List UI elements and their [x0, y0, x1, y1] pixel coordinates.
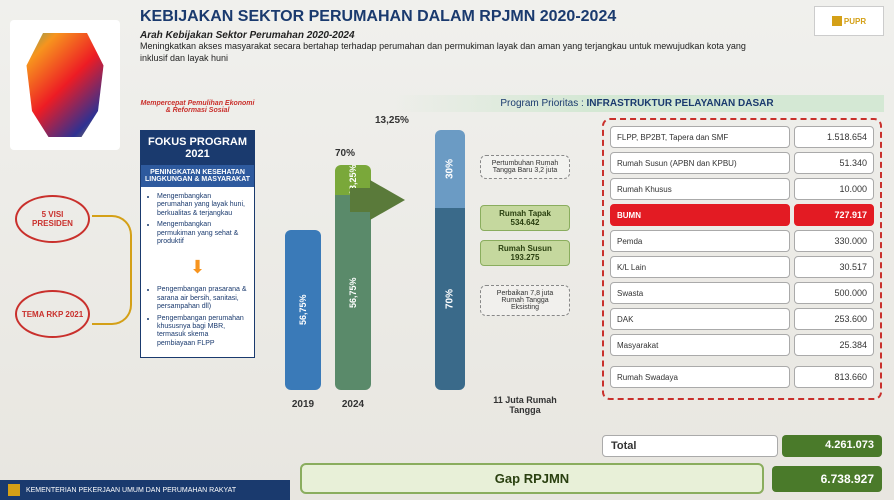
vbar-split: 30% 70% [435, 130, 465, 390]
box-rumah-tapak: Rumah Tapak534.642 [480, 205, 570, 231]
total-row: Total 4.261.073 [602, 435, 882, 457]
table-cell-value: 500.000 [794, 282, 874, 304]
table-row: DAK253.600 [610, 308, 874, 330]
table-cell-label: Pemda [610, 230, 790, 252]
gap-row: Gap RPJMN 6.738.927 [300, 463, 882, 494]
box-pertumbuhan: Pertumbuhan Rumah Tangga Baru 3,2 juta [480, 155, 570, 179]
vbar-bot: 70% [435, 208, 465, 390]
table-cell-label: Masyarakat [610, 334, 790, 356]
president-portrait [10, 20, 120, 150]
table-cell-value: 1.518.654 [794, 126, 874, 148]
table-row: K/L Lain30.517 [610, 256, 874, 278]
table-cell-value: 51.340 [794, 152, 874, 174]
table-cell-label: FLPP, BP2BT, Tapera dan SMF [610, 126, 790, 148]
table-cell-label: K/L Lain [610, 256, 790, 278]
box-perbaikan: Perbaikan 7,8 juta Rumah Tangga Eksistin… [480, 285, 570, 316]
table-row: Pemda330.000 [610, 230, 874, 252]
table-cell-label: Rumah Khusus [610, 178, 790, 200]
vbar-top: 30% [435, 130, 465, 208]
table-cell-value: 30.517 [794, 256, 874, 278]
total-value: 4.261.073 [782, 435, 882, 457]
header: KEBIJAKAN SEKTOR PERUMAHAN DALAM RPJMN 2… [0, 0, 894, 68]
table-row: Rumah Swadaya813.660 [610, 366, 874, 388]
gap-value: 6.738.927 [772, 466, 882, 492]
table-cell-value: 10.000 [794, 178, 874, 200]
pupr-logo: PUPR [814, 6, 884, 36]
gap-label: Gap RPJMN [300, 463, 764, 494]
bar-2019: 56,75% [285, 230, 321, 390]
bar-2019-seg: 56,75% [285, 230, 321, 390]
table-cell-label: Swasta [610, 282, 790, 304]
oval-tema-rkp: TEMA RKP 2021 [15, 290, 90, 338]
fokus-list-2: Pengembangan prasarana & sarana air bers… [141, 280, 254, 357]
table-row: Rumah Susun (APBN dan KPBU)51.340 [610, 152, 874, 174]
table-row: FLPP, BP2BT, Tapera dan SMF1.518.654 [610, 126, 874, 148]
fokus-caption: Mempercepat Pemulihan Ekonomi & Reformas… [140, 100, 255, 114]
table-cell-label: DAK [610, 308, 790, 330]
fokus-list-1: Mengembangkan perumahan yang layak huni,… [141, 187, 254, 255]
fokus-subtitle: PENINGKATAN KESEHATAN LINGKUNGAN & MASYA… [141, 165, 254, 187]
table-row: Swasta500.000 [610, 282, 874, 304]
bar-2019-label: 2019 [285, 399, 321, 410]
label-11-juta: 11 Juta Rumah Tangga [480, 395, 570, 415]
fokus-program-box: FOKUS PROGRAM 2021 PENINGKATAN KESEHATAN… [140, 130, 255, 358]
table-cell-value: 727.917 [794, 204, 874, 226]
down-arrow-icon: ⬇ [141, 255, 254, 280]
big-arrow-icon [370, 180, 405, 220]
data-table: FLPP, BP2BT, Tapera dan SMF1.518.654Ruma… [602, 118, 882, 400]
table-row: Rumah Khusus10.000 [610, 178, 874, 200]
program-prioritas-banner: Program Prioritas : INFRASTRUKTUR PELAYA… [390, 95, 884, 112]
oval-visi-presiden: 5 VISI PRESIDEN [15, 195, 90, 243]
table-row: Masyarakat25.384 [610, 334, 874, 356]
bar-2024-pct-label: 13,25% [375, 115, 409, 126]
connector-arrow [92, 215, 132, 325]
bar-chart: 56,75% 2019 13,25% 56,75% 2024 70% 13,25… [280, 130, 400, 410]
table-cell-value: 813.660 [794, 366, 874, 388]
table-cell-value: 330.000 [794, 230, 874, 252]
table-cell-label: BUMN [610, 204, 790, 226]
table-cell-label: Rumah Susun (APBN dan KPBU) [610, 152, 790, 174]
subtitle: Arah Kebijakan Sektor Perumahan 2020-202… [140, 30, 754, 41]
table-cell-value: 25.384 [794, 334, 874, 356]
footer-icon [8, 484, 20, 496]
fokus-title: FOKUS PROGRAM 2021 [141, 131, 254, 165]
table-cell-label: Rumah Swadaya [610, 366, 790, 388]
bar-2024-top-label: 70% [335, 148, 355, 159]
table-cell-value: 253.600 [794, 308, 874, 330]
footer-bar: KEMENTERIAN PEKERJAAN UMUM DAN PERUMAHAN… [0, 480, 290, 500]
description: Meningkatkan akses masyarakat secara ber… [140, 41, 754, 64]
table-row: BUMN727.917 [610, 204, 874, 226]
page-title: KEBIJAKAN SEKTOR PERUMAHAN DALAM RPJMN 2… [140, 8, 754, 26]
box-rumah-susun: Rumah Susun193.275 [480, 240, 570, 266]
bar-2024-bot: 56,75% [335, 195, 371, 390]
total-label: Total [602, 435, 778, 457]
bar-2024-label: 2024 [335, 399, 371, 410]
